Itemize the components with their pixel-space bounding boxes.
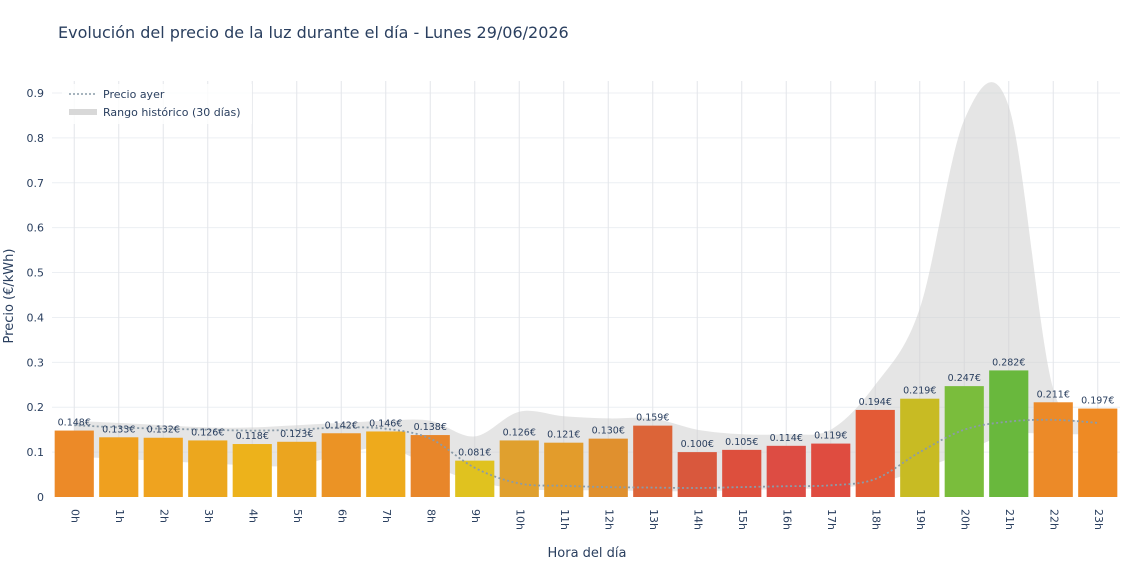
x-tick-label: 22h [1047,509,1060,530]
bar-data-label: 0.194€ [859,397,892,408]
x-tick-label: 9h [469,509,482,523]
x-tick-label: 10h [513,509,526,530]
y-tick-label: 0.6 [27,222,45,235]
legend-item-rango-historico[interactable]: Rango histórico (30 días) [103,106,241,119]
bar-5h[interactable] [277,441,317,497]
bar-data-label: 0.247€ [948,373,981,384]
bar-data-label: 0.159€ [636,413,669,424]
x-tick-label: 0h [68,509,81,523]
x-tick-label: 23h [1092,509,1105,530]
y-tick-label: 0.7 [27,177,45,190]
bar-6h[interactable] [321,433,361,497]
bar-15h[interactable] [722,449,762,497]
x-tick-label: 6h [335,509,348,523]
bar-data-label: 0.142€ [325,420,358,431]
bar-20h[interactable] [944,386,984,497]
bar-17h[interactable] [811,443,851,497]
bar-data-label: 0.100€ [681,439,714,450]
bar-data-label: 0.126€ [503,427,536,438]
bar-data-label: 0.211€ [1037,389,1070,400]
bar-data-label: 0.146€ [369,418,402,429]
bar-data-label: 0.123€ [280,429,313,440]
bar-data-label: 0.132€ [147,425,180,436]
bar-18h[interactable] [855,409,895,497]
chart-title: Evolución del precio de la luz durante e… [58,23,569,42]
x-tick-label: 4h [246,509,259,523]
bar-13h[interactable] [633,425,673,497]
bar-12h[interactable] [588,438,628,497]
bar-9h[interactable] [455,460,495,497]
y-tick-label: 0.1 [27,446,45,459]
x-tick-label: 15h [736,509,749,530]
y-axis-title: Precio (€/kWh) [2,249,17,344]
y-tick-label: 0.5 [27,267,45,280]
y-tick-label: 0.3 [27,356,45,369]
legend-item-precio-ayer[interactable]: Precio ayer [103,88,165,101]
bar-4h[interactable] [232,444,272,497]
y-tick-label: 0 [37,491,44,504]
y-tick-label: 0.9 [27,87,45,100]
x-tick-label: 1h [113,509,126,523]
x-tick-label: 14h [691,509,704,530]
bar-data-label: 0.219€ [903,386,936,397]
x-tick-label: 8h [424,509,437,523]
bar-2h[interactable] [143,437,183,497]
bar-16h[interactable] [766,445,806,497]
x-tick-label: 7h [380,509,393,523]
x-tick-label: 21h [1003,509,1016,530]
bar-1h[interactable] [99,437,139,497]
bar-7h[interactable] [366,431,406,497]
bar-data-label: 0.121€ [547,430,580,441]
legend: Precio ayer Rango histórico (30 días) [62,84,252,124]
bar-data-label: 0.148€ [58,418,91,429]
y-tick-label: 0.4 [27,311,45,324]
legend-band-swatch [69,109,97,115]
bar-data-label: 0.081€ [458,448,491,459]
x-tick-label: 17h [825,509,838,530]
bar-data-label: 0.197€ [1081,396,1114,407]
x-tick-label: 16h [780,509,793,530]
y-tick-label: 0.2 [27,401,45,414]
bar-19h[interactable] [900,398,940,497]
x-axis-title: Hora del día [548,546,627,561]
x-tick-label: 2h [157,509,170,523]
x-tick-label: 18h [869,509,882,530]
x-tick-label: 11h [558,509,571,530]
y-tick-label: 0.8 [27,132,45,145]
bar-21h[interactable] [989,370,1029,497]
x-tick-label: 12h [602,509,615,530]
x-tick-label: 20h [958,509,971,530]
bar-8h[interactable] [410,435,450,497]
bar-data-label: 0.133€ [102,424,135,435]
bar-data-label: 0.126€ [191,427,224,438]
bar-data-label: 0.138€ [414,422,447,433]
bar-0h[interactable] [54,430,94,497]
bar-data-label: 0.118€ [236,431,269,442]
x-tick-label: 13h [647,509,660,530]
bar-22h[interactable] [1033,402,1073,497]
bar-data-label: 0.119€ [814,431,847,442]
x-tick-label: 19h [914,509,927,530]
x-tick-label: 3h [202,509,215,523]
x-tick-label: 5h [291,509,304,523]
bar-data-label: 0.282€ [992,357,1025,368]
bar-10h[interactable] [499,440,539,497]
bar-data-label: 0.130€ [592,426,625,437]
bar-data-label: 0.105€ [725,437,758,448]
bar-14h[interactable] [677,452,717,497]
bar-23h[interactable] [1078,408,1118,497]
bar-3h[interactable] [188,440,228,497]
bar-11h[interactable] [544,442,584,497]
bar-data-label: 0.114€ [770,433,803,444]
